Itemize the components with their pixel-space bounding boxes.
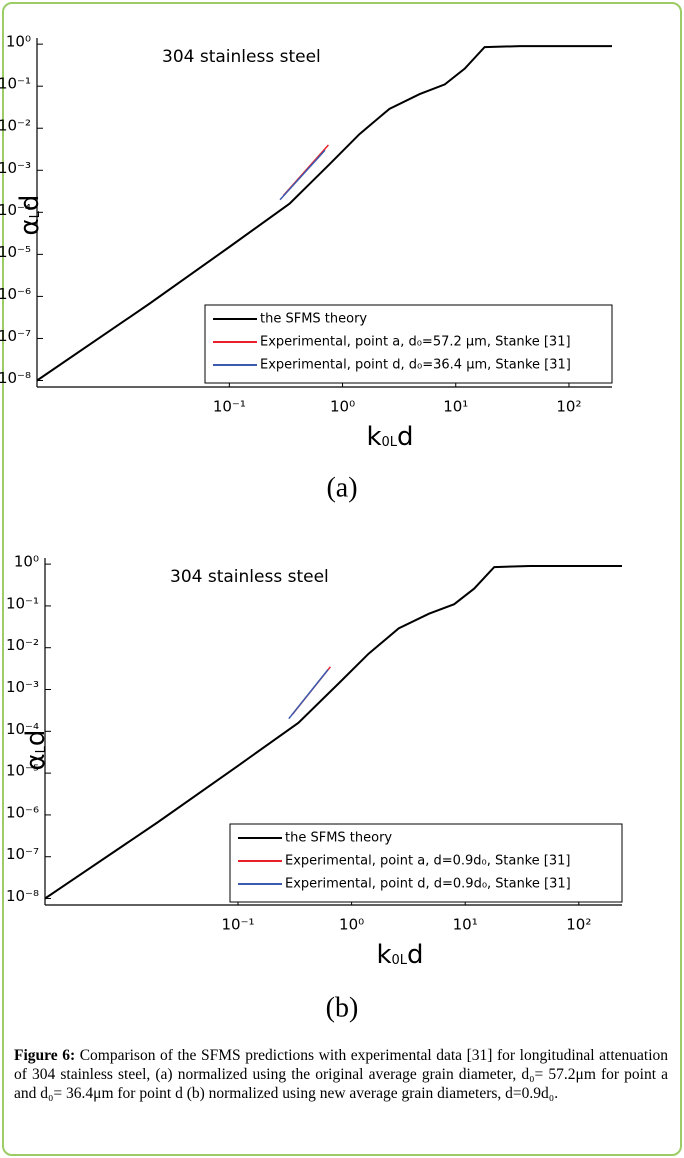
ylabel-part: d (15, 195, 45, 212)
chart: 10⁻⁸ 10⁻⁷ 10⁻⁶ 10⁻⁵ 10⁻⁴ 10⁻³ 10⁻² 10⁻¹ 10⁰ 10⁻¹ 1… (0, 33, 613, 503)
legend-label: the SFMS theory (285, 831, 392, 846)
y-tick-label: 10⁻⁸ (0, 369, 31, 387)
y-tick-label: 10⁻⁸ (6, 887, 39, 905)
y-tick-label: 10⁻⁷ (0, 327, 31, 345)
ylabel-part: α (21, 753, 51, 770)
x-tick-label: 10⁰ (339, 916, 364, 934)
y-tick-label: 10⁻⁶ (0, 285, 31, 303)
y-tick-label: 10⁻⁵ (0, 243, 31, 261)
x-tick-label: 10¹ (453, 916, 478, 934)
y-tick-label: 10⁻¹ (6, 594, 39, 612)
annotation: 304 stainless steel (162, 47, 321, 67)
legend-label: the SFMS theory (260, 312, 367, 327)
y-tick-label: 10⁻⁴ (6, 720, 39, 738)
caption-label: Figure 6: (14, 1047, 76, 1064)
y-tick-label: 10⁻⁵ (6, 762, 39, 780)
x-tick-label: 10⁻¹ (221, 916, 254, 934)
annotation: 304 stainless steel (170, 567, 329, 587)
y-tick-label: 10⁻² (0, 117, 31, 135)
caption-text: Comparison of the SFMS predictions with … (14, 1047, 669, 1102)
series-line (44, 565, 622, 900)
ylabel-part: α (15, 218, 45, 235)
y-tick-label: 10⁰ (14, 553, 39, 571)
y-tick-label: 10⁻³ (6, 678, 39, 696)
legend-label: Experimental, point a, d=0.9d₀, Stanke [… (285, 854, 570, 869)
y-tick-label: 10⁻⁴ (0, 201, 31, 219)
y-tick-label: 10⁻³ (0, 159, 31, 177)
y-axis-label: αLd (15, 195, 45, 236)
series-line (279, 149, 326, 201)
chart: 10⁻⁸ 10⁻⁷ 10⁻⁶ 10⁻⁵ 10⁻⁴ 10⁻³ 10⁻² 10⁻¹ 10⁰ 10⁻¹ 1… (6, 553, 623, 1023)
series-line (36, 45, 612, 382)
ylabel-part: d (21, 730, 51, 747)
panel-label: (b) (326, 992, 359, 1023)
x-axis-label: k0Ld (366, 422, 413, 452)
y-tick-label: 10⁻² (6, 636, 39, 654)
x-tick-label: 10¹ (443, 398, 468, 416)
x-tick-label: 10⁻¹ (213, 398, 246, 416)
legend-box (204, 304, 613, 384)
legend-box (229, 823, 623, 903)
xlabel-part: k (376, 940, 391, 970)
x-tick-label: 10² (566, 916, 591, 934)
x-tick-label: 10² (556, 398, 581, 416)
xlabel-part: k (366, 422, 381, 452)
y-tick-label: 10⁻¹ (0, 75, 31, 93)
y-tick-label: 10⁻⁶ (6, 803, 39, 821)
legend-label: Experimental, point d, d=0.9d₀, Stanke [… (285, 877, 571, 892)
y-tick-label: 10⁻⁷ (6, 845, 39, 863)
series-line (288, 669, 329, 720)
x-tick-label: 10⁰ (330, 398, 355, 416)
caption: Figure 6: Comparison of the SFMS predict… (14, 1046, 668, 1103)
xlabel-part: d (407, 940, 424, 970)
ylabel-part: L (28, 210, 43, 218)
legend-label: Experimental, point d, d₀=36.4 μm, Stank… (260, 358, 571, 373)
legend-label: Experimental, point a, d₀=57.2 μm, Stank… (260, 335, 571, 350)
y-axis-label: αLd (21, 730, 51, 771)
y-tick-label: 10⁰ (6, 33, 31, 51)
x-axis-label: k0Ld (376, 940, 423, 970)
panel-label: (a) (326, 472, 357, 503)
xlabel-part: d (397, 422, 414, 452)
ylabel-part: L (34, 745, 49, 753)
xlabel-part: 0L (392, 953, 408, 968)
xlabel-part: 0L (382, 435, 398, 450)
